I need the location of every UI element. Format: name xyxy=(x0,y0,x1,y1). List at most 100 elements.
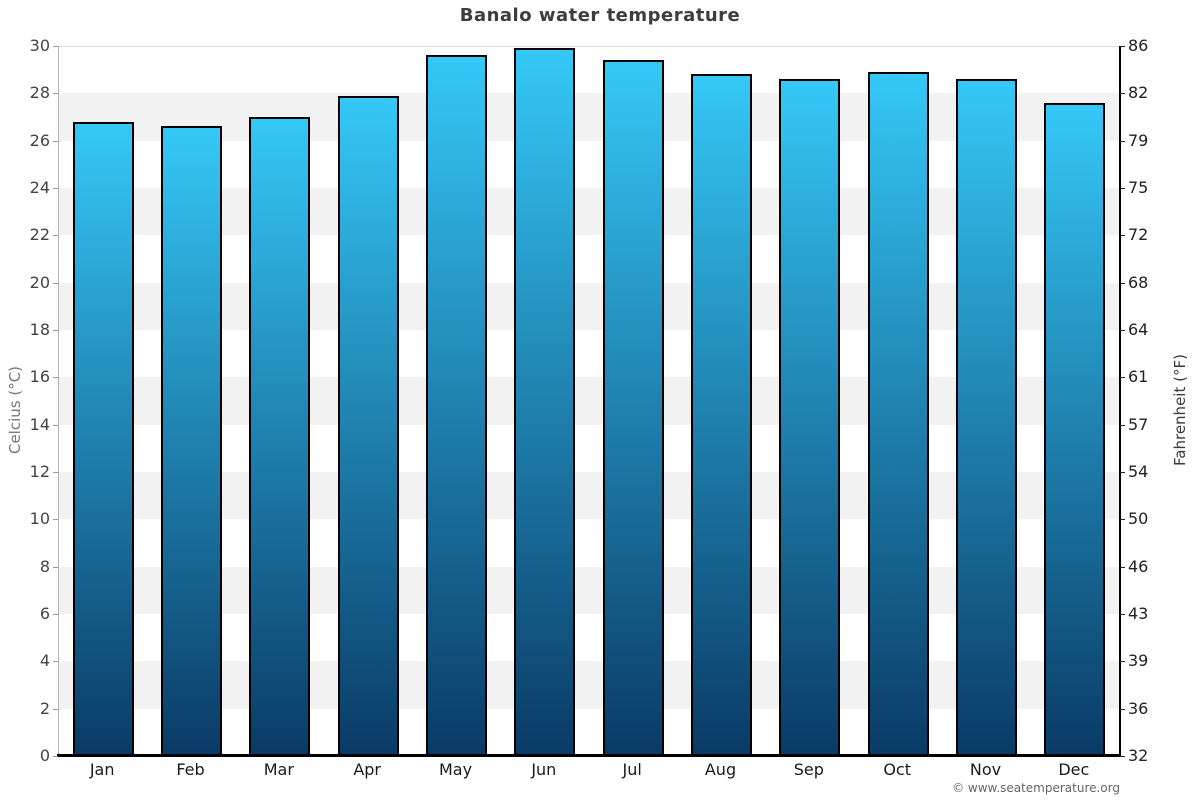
plot-area xyxy=(58,46,1121,756)
y-tick-label-left: 16 xyxy=(29,367,50,387)
y-tick-mark-right xyxy=(1120,566,1125,568)
y-tick-label-right: 50 xyxy=(1128,509,1149,529)
y-tick-mark-right xyxy=(1120,519,1125,521)
y-tick-label-left: 26 xyxy=(29,130,50,150)
copyright-text: © www.seatemperature.org xyxy=(952,781,1120,795)
y-tick-label-right: 32 xyxy=(1128,746,1149,765)
y-tick-label-left: 8 xyxy=(39,556,50,576)
y-tick-label-left: 4 xyxy=(39,651,50,671)
y-tick-mark-left xyxy=(53,330,58,331)
background-band xyxy=(59,235,1119,283)
y-tick-label-right: 57 xyxy=(1128,414,1149,434)
y-tick-mark-right xyxy=(1120,424,1125,426)
x-tick-label-jan: Jan xyxy=(89,760,115,779)
y-tick-mark-left xyxy=(53,282,58,284)
y-tick-label-left: 2 xyxy=(39,698,50,718)
y-tick-label-right: 43 xyxy=(1128,604,1149,623)
y-tick-label-right: 61 xyxy=(1128,367,1149,387)
y-tick-label-right: 46 xyxy=(1128,556,1149,576)
y-tick-mark-left xyxy=(53,756,58,757)
background-band xyxy=(59,614,1119,662)
y-tick-mark-right xyxy=(1120,756,1125,757)
y-tick-mark-right xyxy=(1120,188,1125,189)
x-tick-label-dec: Dec xyxy=(1058,760,1090,779)
y-tick-mark-left xyxy=(53,188,58,189)
y-tick-label-right: 72 xyxy=(1128,225,1149,245)
background-band xyxy=(59,46,1119,94)
y-tick-mark-right xyxy=(1120,377,1125,379)
y-tick-mark-left xyxy=(53,472,58,473)
x-tick-label-sep: Sep xyxy=(793,760,824,779)
background-band xyxy=(59,424,1119,472)
y-tick-label-right: 82 xyxy=(1128,83,1149,103)
bar-feb xyxy=(161,126,222,756)
background-band xyxy=(59,282,1119,330)
x-tick-label-oct: Oct xyxy=(883,760,911,779)
background-band xyxy=(59,93,1119,141)
y-tick-label-left: 0 xyxy=(39,746,50,765)
y-tick-label-right: 64 xyxy=(1128,320,1149,339)
y-tick-mark-left xyxy=(53,46,58,47)
bar-mar xyxy=(249,117,311,756)
y-tick-label-right: 39 xyxy=(1128,651,1149,671)
background-band xyxy=(59,140,1119,188)
bar-oct xyxy=(867,72,929,756)
y-tick-label-left: 22 xyxy=(29,225,50,245)
y-tick-label-left: 12 xyxy=(29,462,50,481)
y-tick-mark-left xyxy=(53,566,58,568)
bar-nov xyxy=(956,79,1017,756)
background-band xyxy=(59,566,1119,614)
y-tick-label-left: 18 xyxy=(29,320,50,339)
y-tick-label-right: 75 xyxy=(1128,178,1149,197)
y-tick-mark-left xyxy=(53,614,58,615)
background-band xyxy=(59,377,1119,425)
y-tick-mark-right xyxy=(1120,708,1125,710)
bar-may xyxy=(426,55,487,756)
y-tick-label-left: 24 xyxy=(29,178,50,197)
background-band xyxy=(59,519,1119,567)
x-tick-label-feb: Feb xyxy=(176,760,205,779)
y-tick-mark-right xyxy=(1120,140,1125,142)
gridline-30 xyxy=(59,46,1119,47)
y-tick-mark-right xyxy=(1120,282,1125,284)
y-tick-label-left: 6 xyxy=(39,604,50,623)
x-tick-label-apr: Apr xyxy=(353,760,381,779)
y-tick-mark-right xyxy=(1120,472,1125,473)
y-tick-mark-right xyxy=(1120,330,1125,331)
y-tick-label-right: 79 xyxy=(1128,130,1149,150)
x-axis-line xyxy=(57,754,1121,757)
bar-jun xyxy=(514,48,576,756)
y-tick-label-left: 20 xyxy=(29,272,50,292)
chart-title: Banalo water temperature xyxy=(459,5,741,26)
background-band xyxy=(59,330,1119,378)
bar-aug xyxy=(691,74,752,756)
bar-sep xyxy=(779,79,841,756)
bar-apr xyxy=(337,95,399,756)
y-tick-label-right: 54 xyxy=(1128,462,1149,481)
x-tick-label-nov: Nov xyxy=(969,760,1002,779)
y-tick-mark-left xyxy=(53,140,58,142)
y-tick-mark-left xyxy=(53,235,58,237)
x-tick-label-mar: Mar xyxy=(263,760,294,779)
x-tick-label-jul: Jul xyxy=(622,760,642,779)
x-tick-label-may: May xyxy=(438,760,473,779)
y-tick-mark-left xyxy=(53,424,58,426)
background-band xyxy=(59,661,1119,709)
y-tick-label-left: 30 xyxy=(29,36,50,55)
y-tick-label-left: 10 xyxy=(29,509,50,529)
y-tick-label-right: 86 xyxy=(1128,36,1149,55)
y-tick-mark-left xyxy=(53,661,58,663)
y-tick-mark-right xyxy=(1120,46,1125,47)
y-tick-mark-left xyxy=(53,519,58,521)
y-tick-mark-right xyxy=(1120,614,1125,615)
x-tick-label-jun: Jun xyxy=(531,760,557,779)
y-tick-label-right: 68 xyxy=(1128,272,1149,292)
y-tick-label-left: 14 xyxy=(29,414,50,434)
y-tick-mark-right xyxy=(1120,661,1125,663)
y-tick-mark-left xyxy=(53,708,58,710)
y-tick-label-left: 28 xyxy=(29,83,50,103)
background-band xyxy=(59,188,1119,236)
y-tick-label-right: 36 xyxy=(1128,698,1149,718)
x-tick-label-aug: Aug xyxy=(704,760,737,779)
